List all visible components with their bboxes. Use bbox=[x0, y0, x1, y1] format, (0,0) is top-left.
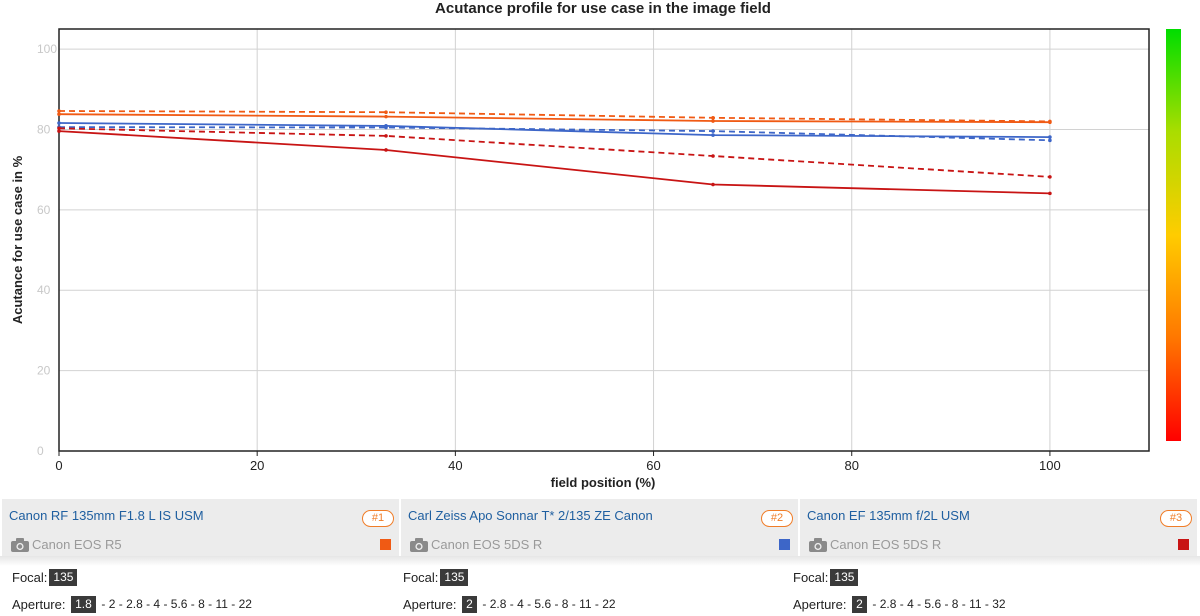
lens-card-header: Canon EF 135mm f/2L USM #3 Canon EOS 5DS… bbox=[800, 499, 1197, 556]
data-point bbox=[57, 126, 61, 131]
focal-label: Focal: bbox=[403, 570, 439, 585]
data-point bbox=[57, 129, 61, 133]
lens-badge[interactable]: #2 bbox=[761, 510, 793, 527]
y-axis-ticks: 0 20 40 60 80 100 bbox=[37, 42, 57, 458]
focal-label: Focal: bbox=[793, 570, 829, 585]
chart-title: Acutance profile for use case in the ima… bbox=[435, 0, 771, 17]
focal-row: Focal: 135 bbox=[403, 569, 470, 589]
lens-badge[interactable]: #1 bbox=[362, 510, 394, 527]
series-line bbox=[58, 130, 1050, 195]
aperture-selected[interactable]: 2 bbox=[852, 596, 867, 613]
focal-row: Focal: 135 bbox=[793, 569, 860, 589]
acutance-chart: Acutance profile for use case in the ima… bbox=[10, 0, 1181, 490]
camera-icon bbox=[809, 538, 827, 552]
series-line bbox=[58, 127, 1050, 178]
y-tick-label: 20 bbox=[37, 364, 51, 378]
focal-row: Focal: 135 bbox=[12, 569, 79, 589]
series-line bbox=[58, 113, 1050, 124]
lens-card-header: Carl Zeiss Apo Sonnar T* 2/135 ZE Canon … bbox=[401, 499, 798, 556]
aperture-options[interactable]: - 2 - 2.8 - 4 - 5.6 - 8 - 11 - 22 bbox=[101, 597, 252, 611]
aperture-selected[interactable]: 1.8 bbox=[71, 596, 96, 613]
data-point bbox=[384, 125, 388, 130]
aperture-label: Aperture: bbox=[12, 597, 66, 612]
y-tick-label: 80 bbox=[37, 122, 51, 136]
lens-name-link[interactable]: Carl Zeiss Apo Sonnar T* 2/135 ZE Canon bbox=[408, 508, 653, 523]
divider-shadow bbox=[0, 556, 1200, 566]
data-point bbox=[57, 121, 61, 125]
series-line bbox=[58, 110, 1050, 123]
grid-lines bbox=[59, 29, 1149, 451]
data-point bbox=[711, 182, 715, 187]
aperture-label: Aperture: bbox=[403, 597, 457, 612]
y-tick-label: 100 bbox=[37, 42, 57, 56]
lens-cards: Canon RF 135mm F1.8 L IS USM #1 Canon EO… bbox=[0, 499, 1200, 616]
focal-value[interactable]: 135 bbox=[49, 569, 78, 586]
data-point bbox=[1048, 175, 1052, 179]
data-point bbox=[1048, 135, 1052, 139]
data-point bbox=[57, 109, 61, 113]
lens-card-2: Carl Zeiss Apo Sonnar T* 2/135 ZE Canon … bbox=[401, 499, 798, 616]
lens-card-3: Canon EF 135mm f/2L USM #3 Canon EOS 5DS… bbox=[793, 499, 1197, 616]
x-axis-label: field position (%) bbox=[551, 475, 656, 490]
lens-name-link[interactable]: Canon EF 135mm f/2L USM bbox=[807, 508, 970, 523]
camera-name: Canon EOS 5DS R bbox=[830, 537, 942, 552]
data-point bbox=[1048, 191, 1052, 196]
color-scale-bar bbox=[1166, 29, 1181, 441]
aperture-row: Aperture: 2 - 2.8 - 4 - 5.6 - 8 - 11 - 3… bbox=[793, 596, 1006, 616]
aperture-label: Aperture: bbox=[793, 597, 847, 612]
lens-name-link[interactable]: Canon RF 135mm F1.8 L IS USM bbox=[9, 508, 204, 523]
lens-card-1: Canon RF 135mm F1.8 L IS USM #1 Canon EO… bbox=[2, 499, 399, 616]
aperture-row: Aperture: 1.8 - 2 - 2.8 - 4 - 5.6 - 8 - … bbox=[12, 596, 252, 616]
camera-name: Canon EOS R5 bbox=[32, 537, 122, 552]
aperture-row: Aperture: 2 - 2.8 - 4 - 5.6 - 8 - 11 - 2… bbox=[403, 596, 616, 616]
x-tick-label: 80 bbox=[844, 458, 858, 473]
aperture-options[interactable]: - 2.8 - 4 - 5.6 - 8 - 11 - 22 bbox=[482, 597, 616, 611]
x-tick-label: 100 bbox=[1039, 458, 1061, 473]
series-line bbox=[58, 126, 1050, 142]
camera-name: Canon EOS 5DS R bbox=[431, 537, 543, 552]
camera-icon bbox=[410, 538, 428, 552]
lens-card-header: Canon RF 135mm F1.8 L IS USM #1 Canon EO… bbox=[2, 499, 399, 556]
data-point bbox=[711, 116, 715, 120]
series-color-swatch bbox=[1178, 539, 1189, 550]
data-point bbox=[384, 110, 388, 114]
y-axis-label: Acutance for use case in % bbox=[10, 155, 25, 324]
data-point bbox=[1048, 119, 1052, 124]
data-point bbox=[1048, 138, 1052, 143]
x-tick-label: 20 bbox=[250, 458, 264, 473]
data-point bbox=[384, 114, 388, 119]
y-tick-label: 0 bbox=[37, 444, 44, 458]
data-point bbox=[711, 129, 715, 133]
data-point bbox=[711, 154, 715, 158]
data-series bbox=[57, 109, 1052, 196]
x-tick-label: 0 bbox=[55, 458, 62, 473]
aperture-options[interactable]: - 2.8 - 4 - 5.6 - 8 - 11 - 32 bbox=[872, 597, 1006, 611]
x-axis-ticks: 0 20 40 60 80 100 bbox=[55, 451, 1061, 473]
data-point bbox=[57, 112, 61, 117]
series-color-swatch bbox=[779, 539, 790, 550]
aperture-selected[interactable]: 2 bbox=[462, 596, 477, 613]
camera-icon bbox=[11, 538, 29, 552]
focal-value[interactable]: 135 bbox=[440, 569, 469, 586]
series-color-swatch bbox=[380, 539, 391, 550]
data-point bbox=[711, 119, 715, 123]
plot-frame bbox=[58, 28, 1150, 452]
y-tick-label: 60 bbox=[37, 203, 51, 217]
focal-value[interactable]: 135 bbox=[830, 569, 859, 586]
data-point bbox=[384, 148, 388, 152]
data-point bbox=[384, 134, 388, 138]
x-tick-label: 60 bbox=[646, 458, 660, 473]
data-point bbox=[711, 133, 715, 137]
focal-label: Focal: bbox=[12, 570, 48, 585]
y-tick-label: 40 bbox=[37, 283, 51, 297]
lens-badge[interactable]: #3 bbox=[1160, 510, 1192, 527]
x-tick-label: 40 bbox=[448, 458, 462, 473]
